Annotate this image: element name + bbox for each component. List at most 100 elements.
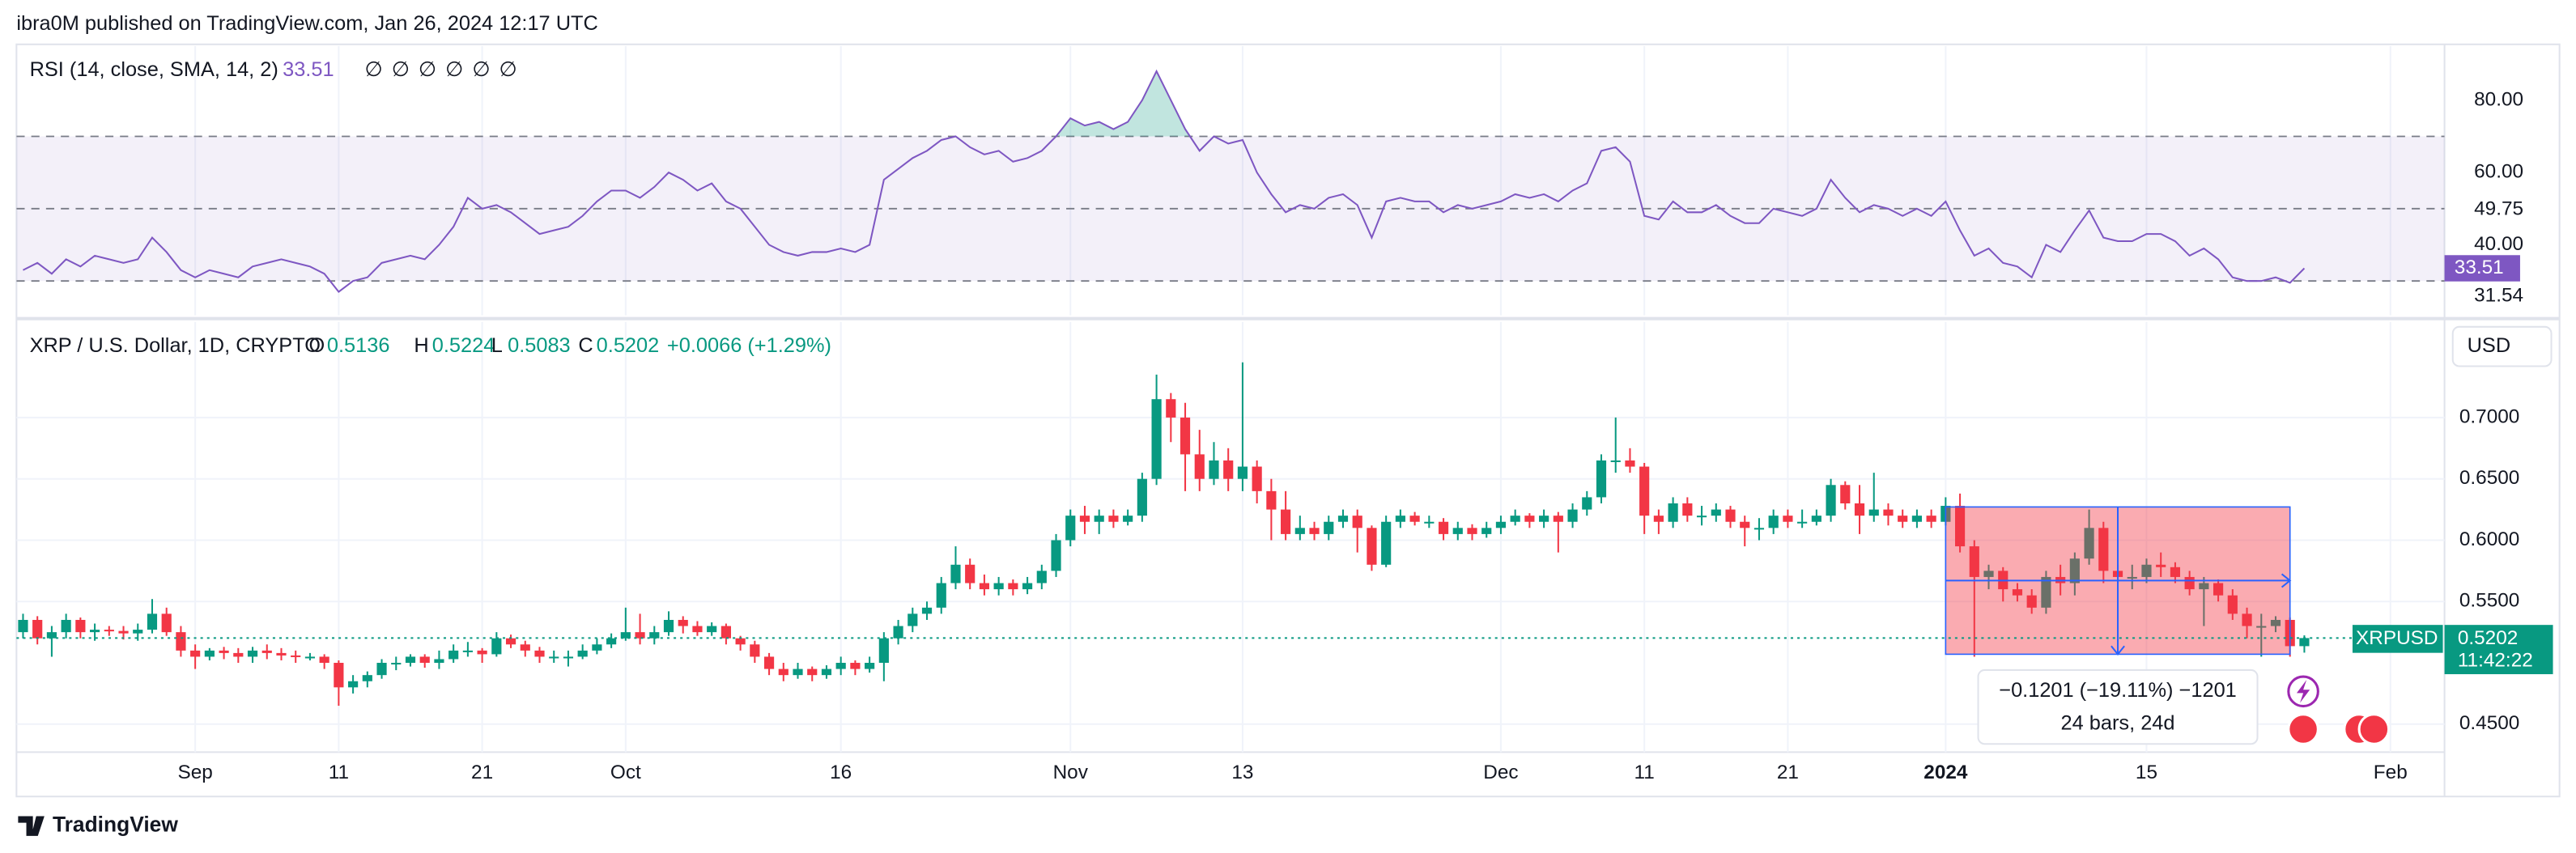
candle-body — [405, 656, 416, 664]
x-tick-label: 2024 — [1923, 762, 1968, 783]
candle-body — [1826, 485, 1836, 516]
candle-body — [1868, 509, 1879, 516]
currency-button[interactable] — [2451, 325, 2553, 367]
candle-body — [104, 630, 114, 632]
candle-body — [1452, 528, 1463, 534]
candle-body — [1108, 516, 1119, 522]
candle-body — [1768, 516, 1779, 528]
candle-body — [1797, 521, 1808, 524]
rsi-value: 33.51 — [283, 58, 334, 81]
candle-body — [606, 638, 617, 645]
candle-body — [18, 619, 28, 633]
candle-body — [491, 638, 502, 655]
candle-body — [1209, 460, 1219, 479]
candle-body — [2127, 576, 2137, 579]
candle-body — [1567, 509, 1578, 522]
candle-body — [1309, 528, 1320, 534]
candle-body — [1668, 503, 1678, 522]
candle-body — [2098, 528, 2109, 571]
candle-body — [2084, 528, 2094, 559]
candle-body — [89, 630, 100, 633]
candle-body — [334, 663, 344, 688]
candle-body — [61, 619, 71, 633]
candle-body — [1395, 516, 1405, 522]
candle-body — [1783, 516, 1793, 522]
x-tick-label: 11 — [329, 762, 349, 783]
candle-body — [707, 626, 717, 633]
candle-body — [1740, 521, 1750, 528]
x-tick-label: Nov — [1053, 762, 1089, 783]
candle-body — [678, 619, 688, 626]
candle-body — [1811, 516, 1821, 522]
candle-body — [1510, 516, 1520, 522]
candle-body — [1610, 460, 1621, 463]
candle-body — [1324, 521, 1334, 534]
candle-body — [1266, 490, 1277, 510]
candle-body — [1898, 516, 1908, 522]
candle-body — [993, 583, 1004, 590]
candle-body — [950, 564, 961, 584]
candle-body — [750, 644, 760, 657]
candle-body — [2170, 567, 2181, 577]
candle-body — [176, 632, 186, 651]
y-tick-label: 60.00 — [2474, 161, 2523, 183]
candle-body — [635, 632, 645, 639]
candle-body — [1711, 509, 1721, 516]
y-tick-label: 80.00 — [2474, 88, 2523, 110]
low-value: 0.5083 — [508, 334, 571, 357]
candle-body — [2227, 595, 2238, 614]
y-tick-label: 0.6500 — [2459, 467, 2519, 489]
x-tick-label: 21 — [471, 762, 493, 783]
ohlc-letter: C — [578, 334, 593, 357]
candle-body — [663, 619, 674, 633]
candle-body — [1696, 516, 1707, 518]
rsi-pane — [16, 69, 2445, 293]
candle-body — [1381, 521, 1392, 565]
candle-body — [276, 652, 287, 656]
candle-body — [908, 613, 918, 626]
candle-body — [1481, 528, 1492, 534]
rsi-value-label: 33.51 — [2455, 257, 2504, 278]
candle-body — [1094, 516, 1104, 522]
candle-body — [462, 650, 473, 652]
candle-body — [161, 613, 172, 633]
candle-body — [592, 644, 602, 651]
candle-body — [46, 632, 57, 639]
candle-body — [291, 655, 301, 657]
candle-body — [1367, 528, 1377, 565]
candle-body — [32, 619, 43, 639]
candle-body — [520, 644, 530, 651]
candle-body — [448, 650, 459, 660]
candle-body — [190, 650, 201, 657]
candle-body — [1983, 571, 1994, 577]
candle-body — [376, 663, 387, 676]
flag-icon[interactable] — [2357, 713, 2391, 745]
flag-icon[interactable] — [2287, 713, 2319, 745]
candle-body — [620, 632, 631, 639]
measure-label-box — [1977, 668, 2259, 745]
candle-body — [1022, 583, 1033, 590]
measure-bars-label: 24 bars, 24d — [2061, 712, 2175, 735]
measure-arrow-head — [2281, 573, 2292, 588]
candle-body — [979, 583, 989, 590]
candle-body — [2041, 576, 2051, 608]
candle-body — [878, 638, 889, 664]
candle-body — [1294, 528, 1305, 534]
candle-body — [1467, 528, 1477, 534]
candle-body — [261, 650, 272, 653]
candle-body — [1753, 528, 1765, 530]
candle-body — [133, 630, 143, 634]
candle-body — [2299, 638, 2310, 647]
candle-body — [2242, 613, 2252, 626]
candle-body — [1036, 571, 1047, 584]
open-value: 0.5136 — [327, 334, 390, 357]
symbol-badge — [2352, 625, 2443, 653]
x-tick-label: Dec — [1483, 762, 1518, 783]
candle-body — [219, 650, 229, 653]
candle-body — [1151, 399, 1162, 479]
currency-label[interactable]: USD — [2468, 334, 2511, 357]
chart-frame — [15, 43, 2561, 798]
candle-body — [1424, 521, 1435, 524]
candle-body — [965, 564, 976, 584]
